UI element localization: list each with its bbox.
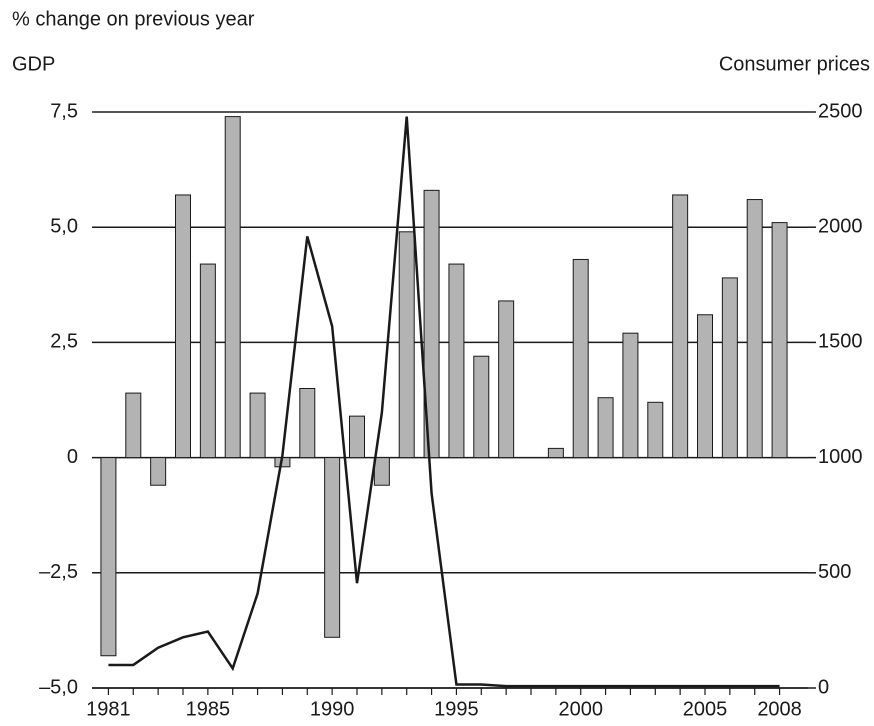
x-tick-label: 1985 [186,698,231,720]
y-tick-label: 2,5 [50,331,78,353]
y2-tick-label: 2500 [818,100,863,122]
y-tick-label: –2,5 [39,561,78,583]
x-tick-label: 1995 [434,698,479,720]
bar [448,263,465,459]
y2-tick-label: 2000 [818,215,863,237]
y2-axis-label: Consumer prices [719,53,870,75]
y2-tick-label: 0 [818,676,829,698]
y-tick-label: 5,0 [50,215,78,237]
bar [125,392,142,459]
y2-tick-label: 500 [818,561,851,583]
bar [647,401,664,459]
bar [423,189,440,459]
line [108,116,780,688]
bar [746,199,763,459]
x-tick-label: 2000 [558,698,603,720]
y-tick-label: –5,0 [39,676,78,698]
bar [572,258,589,459]
x-tick-label: 2008 [757,698,802,720]
bar [622,332,639,459]
y2-tick-label: 1000 [818,446,863,468]
bar [324,457,341,638]
bar [597,397,614,459]
bar [199,263,216,459]
bar [398,231,415,459]
y-axis-label: GDP [12,53,55,75]
chart-title: % change on previous year [12,8,255,30]
y2-tick-label: 1500 [818,331,863,353]
bar [299,387,316,459]
bar [498,300,515,459]
bar [100,457,117,657]
x-tick-label: 1981 [86,698,131,720]
bar [373,457,390,486]
bar [150,457,167,486]
bar [349,415,365,459]
bar [473,355,490,459]
bar [697,314,713,459]
y-tick-label: 7,5 [50,100,78,122]
bar [224,116,241,459]
x-tick-label: 1990 [310,698,355,720]
bar [721,277,738,459]
bar [672,194,689,459]
bar [547,447,564,459]
bar [771,222,788,459]
bar [249,392,266,459]
bar [175,194,191,459]
y-tick-label: 0 [67,446,78,468]
x-tick-label: 2005 [683,698,728,720]
